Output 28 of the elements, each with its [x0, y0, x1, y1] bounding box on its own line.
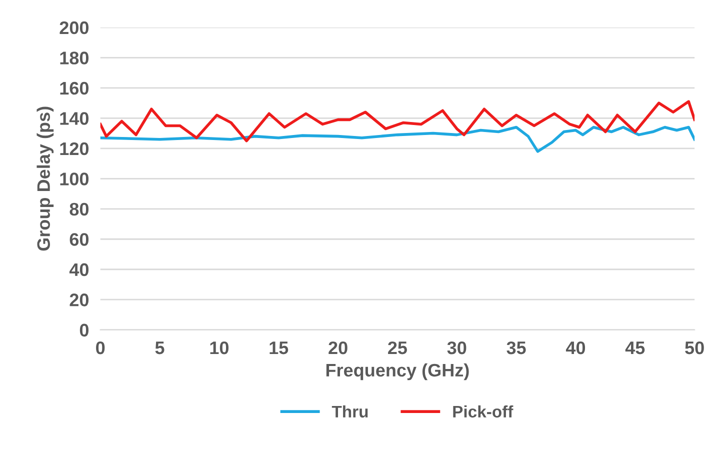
legend-label: Thru	[332, 405, 368, 418]
x-tick-label: 45	[625, 342, 645, 354]
y-tick-label: 180	[60, 52, 89, 64]
line-series	[100, 126, 695, 153]
x-tick-label: 0	[96, 341, 105, 354]
x-tick-label: 50	[685, 341, 704, 354]
y-tick-label: 60	[70, 233, 89, 246]
x-tick-label: 40	[566, 341, 586, 354]
x-tick-label: 15	[270, 342, 288, 354]
line-series	[100, 100, 695, 142]
x-tick-label: 35	[506, 341, 526, 354]
y-tick-label: 100	[60, 172, 89, 186]
y-tick-label: 40	[69, 263, 89, 276]
legend-label: Pick-off	[453, 405, 514, 418]
x-axis-title: Frequency (GHz)	[326, 363, 469, 380]
y-tick-label: 140	[60, 112, 89, 125]
y-tick-label: 160	[60, 82, 89, 95]
x-tick-label: 30	[447, 341, 466, 354]
y-tick-label: 120	[60, 142, 89, 156]
x-tick-label: 10	[210, 341, 228, 354]
y-tick-label: 200	[60, 21, 89, 34]
x-tick-label: 25	[388, 341, 407, 354]
y-tick-label: 80	[70, 202, 89, 216]
y-tick-label: 20	[70, 294, 89, 306]
x-tick-label: 5	[155, 342, 164, 354]
y-axis-title: Group Delay (ps)	[36, 106, 54, 251]
x-tick-label: 20	[328, 341, 348, 354]
y-tick-label: 0	[80, 324, 89, 337]
